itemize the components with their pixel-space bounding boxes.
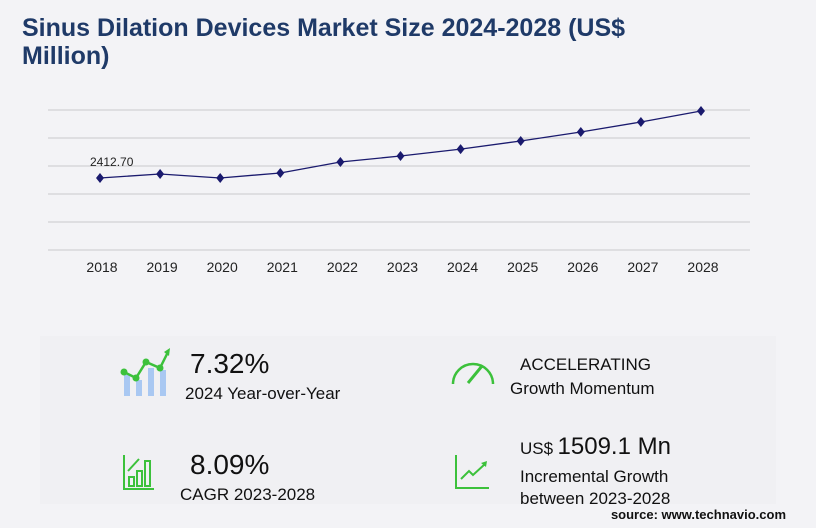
growth-chart-icon [120, 348, 170, 396]
bar-growth-icon [123, 455, 154, 490]
line-chart: 2018 2019 2020 2021 2022 2023 2024 2025 2026 2027… [48, 105, 750, 275]
data-label: 2412.70 [90, 155, 134, 169]
x-tick-label: 2025 [507, 259, 538, 275]
x-tick-label: 2024 [447, 259, 478, 275]
cagr-label: CAGR 2023-2028 [180, 485, 316, 504]
data-point [516, 135, 525, 146]
cagr-value: 8.09% [190, 449, 270, 480]
data-point [156, 168, 165, 179]
data-point [456, 144, 465, 155]
source-credit: source: www.technavio.com [610, 507, 786, 522]
x-tick-label: 2027 [627, 259, 658, 275]
momentum-label: Growth Momentum [510, 379, 655, 398]
trend-up-icon [455, 455, 489, 489]
incremental-value: 1509.1 Mn [557, 433, 671, 460]
incremental-label-1: Incremental Growth [520, 467, 669, 486]
data-point [396, 151, 405, 161]
x-tick-label: 2021 [267, 259, 298, 275]
data-point [576, 127, 585, 137]
x-tick-label: 2020 [207, 259, 238, 275]
x-tick-label: 2023 [387, 259, 418, 275]
momentum-value: ACCELERATING [520, 355, 651, 374]
page-title: Sinus Dilation Devices Market Size 2024-… [22, 14, 626, 70]
speedometer-icon [451, 362, 495, 385]
series-line [99, 110, 702, 179]
data-point [336, 157, 345, 167]
data-point [96, 172, 104, 183]
incremental-growth: US$ 1509.1 Mn [520, 433, 671, 461]
x-tick-label: 2022 [327, 259, 358, 275]
x-tick-label: 2028 [687, 259, 718, 275]
currency-prefix: US$ [520, 439, 554, 458]
incremental-label-2: between 2023-2028 [520, 489, 671, 508]
data-point [636, 117, 645, 127]
data-point [697, 105, 705, 116]
x-tick-label: 2026 [567, 259, 598, 275]
data-point [276, 167, 285, 178]
x-tick-label: 2018 [86, 259, 117, 275]
yoy-label: 2024 Year-over-Year [185, 384, 341, 403]
data-point [216, 172, 225, 183]
yoy-value: 7.32% [190, 348, 270, 379]
x-tick-label: 2019 [147, 259, 178, 275]
